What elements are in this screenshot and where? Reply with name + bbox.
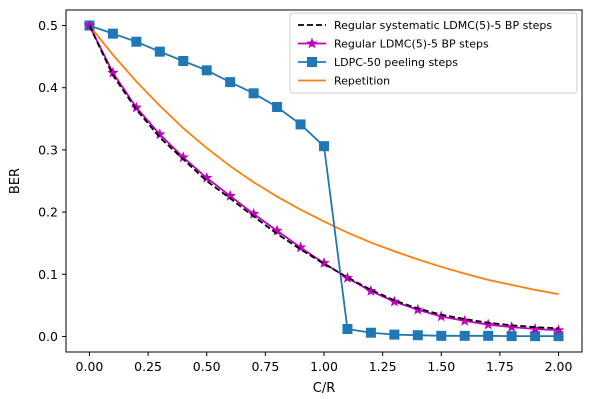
data-point	[341, 272, 354, 283]
legend-label: Regular LDMC(5)-5 BP steps	[334, 38, 489, 51]
data-point	[459, 330, 470, 341]
data-point	[247, 207, 260, 219]
data-point	[505, 321, 518, 332]
legend-label: Regular systematic LDMC(5)-5 BP steps	[334, 19, 552, 32]
data-point	[319, 141, 329, 152]
data-point	[365, 285, 377, 296]
y-tick-label: 0.4	[38, 80, 58, 95]
legend-box	[289, 12, 578, 94]
legend-item: Regular LDMC(5)-5 BP steps	[298, 37, 489, 51]
data-point	[248, 88, 259, 99]
legend-marker	[307, 57, 317, 67]
data-point	[365, 327, 376, 338]
x-tick-label: 0.50	[193, 359, 221, 374]
data-point	[389, 329, 400, 340]
data-point	[130, 101, 143, 113]
legend-marker	[306, 37, 318, 49]
x-tick-label: 1.50	[427, 359, 455, 374]
data-point	[482, 318, 494, 330]
data-point	[459, 314, 471, 326]
legend-item: Repetition	[298, 75, 390, 88]
data-point	[201, 171, 213, 183]
y-tick-label: 0.5	[38, 18, 58, 33]
series-line	[88, 25, 559, 330]
series-3	[88, 24, 559, 296]
data-point	[483, 330, 494, 341]
data-point	[224, 189, 236, 201]
data-point	[553, 331, 564, 342]
data-point	[529, 322, 541, 334]
x-tick-label: 2.00	[545, 359, 573, 374]
x-axis: 0.00 0.25 0.50 0.75 1.00 1.25 1.50 1.75 2.00	[76, 352, 573, 374]
data-point	[552, 324, 565, 336]
data-point	[178, 55, 189, 66]
data-point	[295, 119, 306, 130]
x-tick-label: 1.75	[486, 359, 514, 374]
x-tick-label: 0.75	[251, 359, 279, 374]
data-point	[225, 77, 236, 88]
data-point	[271, 224, 283, 236]
data-point	[388, 295, 401, 307]
x-tick-label: 0.25	[134, 359, 162, 374]
data-point	[506, 331, 517, 342]
data-point	[201, 65, 212, 76]
legend-item: Regular systematic LDMC(5)-5 BP steps	[298, 19, 552, 32]
x-axis-label: C/R	[313, 381, 336, 396]
series-line	[88, 24, 559, 296]
data-point	[436, 330, 447, 341]
data-point	[131, 36, 142, 47]
data-point	[272, 102, 283, 113]
x-tick-label: 1.00	[310, 359, 338, 374]
data-point	[342, 323, 353, 334]
data-point	[83, 19, 96, 31]
data-point	[107, 66, 119, 78]
data-point	[107, 28, 118, 39]
legend-label: LDPC-50 peeling steps	[334, 56, 458, 69]
y-axis: 0.0 0.1 0.2 0.3 0.4 0.5	[38, 18, 66, 344]
series-1	[83, 19, 565, 336]
legend-label: Repetition	[334, 75, 390, 88]
y-tick-label: 0.2	[38, 205, 58, 220]
y-tick-label: 0.1	[38, 267, 58, 282]
data-point	[154, 46, 165, 57]
y-tick-label: 0.0	[38, 329, 58, 344]
y-tick-label: 0.3	[38, 142, 58, 157]
legend: Regular systematic LDMC(5)-5 BP steps Reg…	[289, 12, 578, 94]
series-0	[88, 25, 559, 330]
data-point	[154, 128, 166, 140]
series-layer	[83, 19, 565, 342]
x-tick-label: 0.00	[76, 359, 104, 374]
data-point	[435, 310, 447, 322]
data-point	[412, 330, 423, 341]
x-tick-label: 1.25	[369, 359, 397, 374]
legend-item: LDPC-50 peeling steps	[298, 56, 458, 69]
data-point	[177, 151, 189, 163]
data-point	[294, 241, 307, 253]
y-axis-label: BER	[8, 168, 23, 194]
data-point	[530, 331, 541, 342]
data-point	[318, 257, 330, 268]
